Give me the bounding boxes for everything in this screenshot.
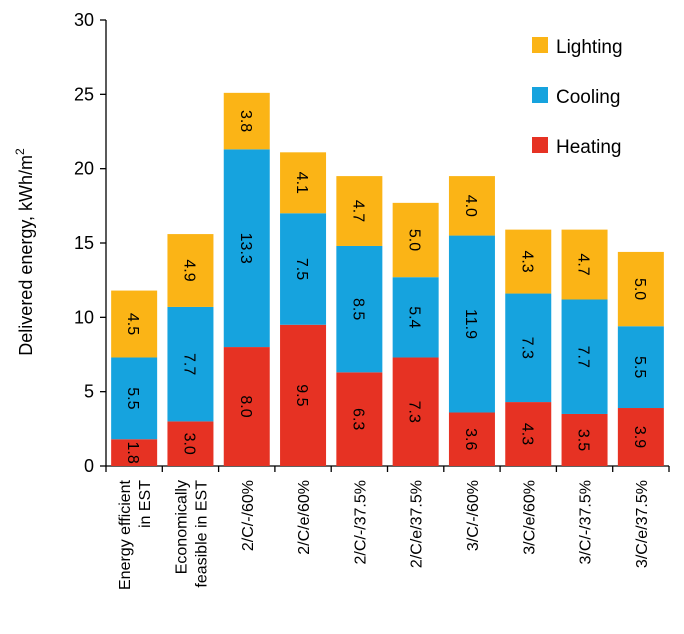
bar-lighting bbox=[167, 234, 214, 307]
legend-label-cooling: Cooling bbox=[556, 87, 620, 108]
bar-lighting bbox=[505, 229, 552, 294]
x-category-label: 3/C/e/37.5% bbox=[634, 480, 651, 568]
data-label: 5.5 bbox=[631, 356, 648, 378]
bar-cooling bbox=[280, 213, 327, 325]
bar-cooling bbox=[448, 235, 495, 413]
bar-lighting bbox=[561, 229, 608, 300]
y-tick-label: 20 bbox=[74, 159, 94, 179]
bar-heating bbox=[392, 357, 439, 466]
legend-swatch-cooling bbox=[532, 87, 548, 103]
data-label: 3.6 bbox=[462, 428, 479, 450]
bar-cooling bbox=[167, 306, 214, 422]
y-tick-label: 30 bbox=[74, 10, 94, 30]
x-category-label: in EST bbox=[137, 480, 154, 528]
data-label: 6.3 bbox=[349, 408, 366, 430]
y-tick-label: 25 bbox=[74, 84, 94, 104]
data-label: 7.3 bbox=[518, 337, 535, 359]
data-label: 3.9 bbox=[631, 426, 648, 448]
legend-label-heating: Heating bbox=[556, 137, 622, 158]
data-label: 8.5 bbox=[349, 298, 366, 320]
bar-heating bbox=[617, 408, 664, 466]
x-category-label: 2/C/-/37.5% bbox=[352, 480, 369, 564]
bar-cooling bbox=[111, 357, 158, 440]
data-label: 4.9 bbox=[180, 259, 197, 281]
data-label: 3.8 bbox=[237, 110, 254, 132]
data-label: 7.5 bbox=[293, 258, 310, 280]
data-label: 3.5 bbox=[575, 429, 592, 451]
y-tick-label: 5 bbox=[84, 382, 94, 402]
data-label: 4.7 bbox=[349, 200, 366, 222]
bar-lighting bbox=[448, 176, 495, 236]
bar-cooling bbox=[223, 149, 270, 348]
data-label: 9.5 bbox=[293, 384, 310, 406]
bar-heating bbox=[280, 324, 327, 466]
data-label: 5.5 bbox=[124, 387, 141, 409]
y-axis-label-text: Delivered energy, kWh/m bbox=[16, 155, 36, 356]
bar-cooling bbox=[505, 293, 552, 403]
data-label: 11.9 bbox=[462, 309, 479, 339]
y-tick-label: 15 bbox=[74, 233, 94, 253]
data-label: 4.5 bbox=[124, 313, 141, 335]
bar-heating bbox=[448, 412, 495, 466]
x-category-label: 3/C/-/37.5% bbox=[578, 480, 595, 564]
data-label: 7.7 bbox=[180, 353, 197, 375]
bar-heating bbox=[167, 421, 214, 466]
y-tick-label: 0 bbox=[84, 456, 94, 476]
bar-heating bbox=[505, 402, 552, 466]
data-label: 5.0 bbox=[631, 278, 648, 300]
bar-heating bbox=[111, 439, 158, 466]
bar-cooling bbox=[617, 326, 664, 409]
data-label: 7.3 bbox=[406, 401, 423, 423]
data-label: 5.4 bbox=[406, 306, 423, 328]
data-label: 13.3 bbox=[237, 233, 254, 264]
bar-heating bbox=[223, 347, 270, 466]
bar-lighting bbox=[223, 92, 270, 150]
data-label: 8.0 bbox=[237, 395, 254, 417]
data-label: 1.8 bbox=[124, 441, 141, 463]
data-label: 5.0 bbox=[406, 229, 423, 251]
legend-swatch-lighting bbox=[532, 37, 548, 53]
data-label: 4.7 bbox=[575, 253, 592, 275]
x-category-label: 2/C/e/37.5% bbox=[409, 480, 426, 568]
data-label: 4.0 bbox=[462, 195, 479, 217]
x-category-label: 3/C/-/60% bbox=[465, 480, 482, 551]
bar-lighting bbox=[617, 251, 664, 327]
data-label: 4.3 bbox=[518, 250, 535, 272]
bar-lighting bbox=[111, 290, 158, 358]
x-category-label: 2/C/e/60% bbox=[296, 480, 313, 555]
y-tick-label: 10 bbox=[74, 307, 94, 327]
x-category-label: 3/C/e/60% bbox=[521, 480, 538, 555]
x-category-label: Energy efficient bbox=[117, 479, 134, 590]
legend-label-lighting: Lighting bbox=[556, 37, 623, 58]
y-axis-label: Delivered energy, kWh/m2 bbox=[13, 148, 36, 356]
bar-lighting bbox=[336, 176, 383, 246]
bar-cooling bbox=[392, 277, 439, 358]
bar-lighting bbox=[392, 202, 439, 278]
data-label: 4.1 bbox=[293, 172, 310, 194]
bar-heating bbox=[336, 372, 383, 466]
bar-lighting bbox=[280, 152, 327, 214]
data-label: 4.3 bbox=[518, 423, 535, 445]
y-axis-label-superscript: 2 bbox=[13, 148, 27, 155]
bar-cooling bbox=[336, 245, 383, 373]
data-label: 3.0 bbox=[180, 433, 197, 455]
x-category-label: 2/C/-/60% bbox=[240, 480, 257, 551]
bar-cooling bbox=[561, 299, 608, 414]
bar-heating bbox=[561, 413, 608, 466]
data-label: 7.7 bbox=[575, 346, 592, 368]
legend-swatch-heating bbox=[532, 137, 548, 153]
x-category-label: feasible in EST bbox=[193, 480, 210, 588]
x-category-label: Economically bbox=[173, 480, 190, 574]
